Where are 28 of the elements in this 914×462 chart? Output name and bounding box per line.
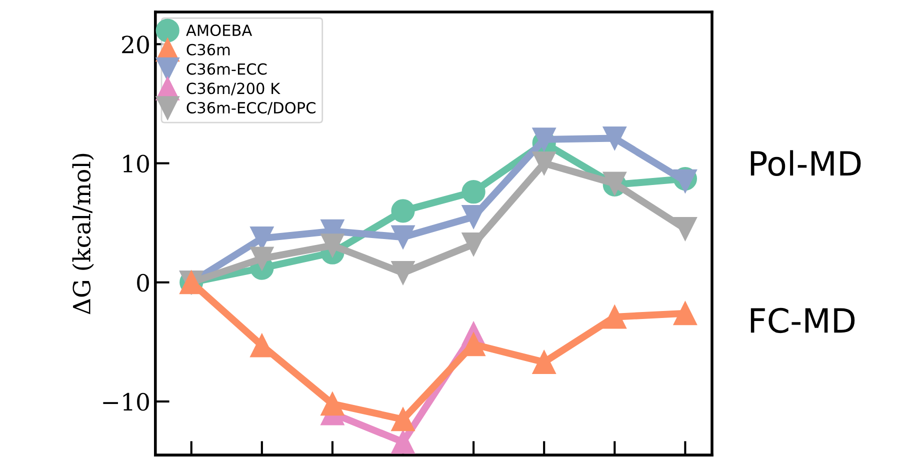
point bbox=[391, 199, 415, 223]
point bbox=[673, 216, 698, 241]
point bbox=[602, 305, 626, 329]
point bbox=[391, 225, 415, 249]
point bbox=[532, 128, 556, 152]
point bbox=[320, 392, 344, 416]
point bbox=[391, 430, 415, 454]
legend-label: AMOEBA bbox=[186, 24, 252, 36]
point bbox=[532, 151, 556, 176]
legend-label: C36m bbox=[186, 44, 230, 56]
y-tick-label: −10 bbox=[103, 392, 149, 411]
text: Pol-MD bbox=[750, 150, 861, 176]
y-axis-title: ΔG (kcal/mol) bbox=[72, 154, 94, 314]
legend-label: C36m/200 K bbox=[186, 82, 280, 96]
point bbox=[391, 261, 415, 285]
legend-label: C36m-ECC/DOPC bbox=[186, 102, 316, 115]
point bbox=[673, 302, 698, 326]
point bbox=[250, 246, 274, 270]
y-tick-label: 10 bbox=[123, 154, 149, 173]
y-tick-label: 0 bbox=[137, 274, 149, 292]
text: FC-MD bbox=[750, 308, 855, 334]
point bbox=[320, 234, 344, 258]
point bbox=[462, 180, 486, 204]
y-tick-label: 20 bbox=[122, 36, 149, 54]
point bbox=[602, 126, 626, 150]
point bbox=[391, 408, 415, 432]
point bbox=[532, 350, 556, 374]
legend-label: C36m-ECC bbox=[186, 63, 267, 75]
